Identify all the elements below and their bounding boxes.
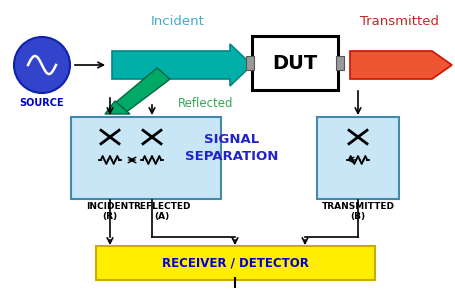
Text: SOURCE: SOURCE xyxy=(20,98,64,108)
Text: DUT: DUT xyxy=(273,54,318,73)
Text: TRANSMITTED
(B): TRANSMITTED (B) xyxy=(322,202,394,221)
Text: REFLECTED
(A): REFLECTED (A) xyxy=(133,202,191,221)
Text: INCIDENT
(R): INCIDENT (R) xyxy=(86,202,134,221)
Circle shape xyxy=(14,37,70,93)
Polygon shape xyxy=(105,101,130,114)
FancyBboxPatch shape xyxy=(317,117,399,199)
Text: Reflected: Reflected xyxy=(178,97,233,110)
FancyBboxPatch shape xyxy=(336,56,344,70)
FancyBboxPatch shape xyxy=(71,117,221,199)
Polygon shape xyxy=(110,68,170,113)
Polygon shape xyxy=(112,44,252,86)
FancyBboxPatch shape xyxy=(96,246,375,280)
FancyBboxPatch shape xyxy=(246,56,254,70)
Text: SIGNAL
SEPARATION: SIGNAL SEPARATION xyxy=(185,133,278,163)
Text: Incident: Incident xyxy=(151,15,205,28)
Polygon shape xyxy=(350,51,452,79)
Text: Transmitted: Transmitted xyxy=(360,15,440,28)
Text: RECEIVER / DETECTOR: RECEIVER / DETECTOR xyxy=(162,257,309,269)
FancyBboxPatch shape xyxy=(252,36,338,90)
